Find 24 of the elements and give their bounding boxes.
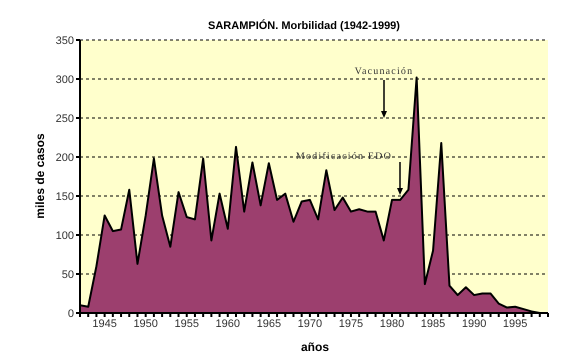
- x-tick-label: 1990: [462, 318, 486, 330]
- x-tick-label: 1955: [174, 318, 199, 330]
- y-tick-label: 50: [62, 268, 74, 281]
- x-tick-label: 1975: [338, 318, 364, 330]
- y-tick-label: 200: [56, 152, 74, 164]
- x-tick-label: 1995: [502, 318, 528, 330]
- x-tick-label: 1980: [380, 318, 404, 330]
- y-tick-label: 100: [56, 230, 74, 242]
- y-tick-label: 250: [56, 112, 74, 125]
- chart-title: SARAMPIÓN. Morbilidad (1942-1999): [207, 20, 401, 32]
- x-tick-label: 1945: [92, 318, 117, 330]
- x-axis-title: años: [300, 340, 330, 354]
- x-tick-label: 1985: [420, 318, 446, 330]
- x-tick-label: 1960: [216, 318, 240, 330]
- x-tick-label: 1970: [298, 318, 322, 330]
- y-tick-label: 150: [56, 190, 74, 203]
- annotation: Vacunación: [354, 66, 414, 77]
- annotation: Modificación EDO: [296, 151, 392, 162]
- y-tick-label: 0: [68, 308, 74, 320]
- y-tick-label: 300: [56, 74, 74, 86]
- y-tick-label: 350: [56, 34, 74, 47]
- y-axis-title: miles de casos: [33, 133, 47, 219]
- x-tick-label: 1965: [256, 318, 282, 330]
- x-tick-label: 1950: [133, 318, 158, 330]
